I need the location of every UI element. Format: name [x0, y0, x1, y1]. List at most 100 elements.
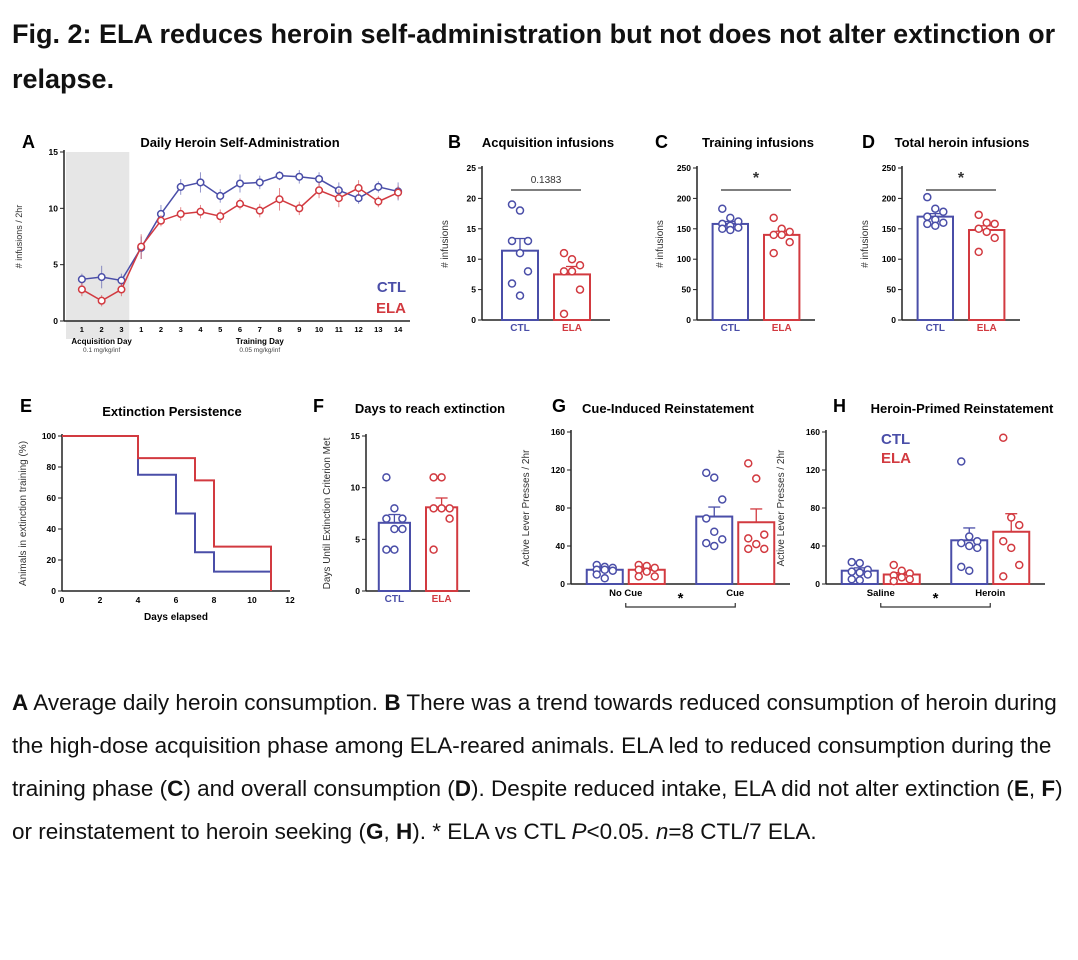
x-tick-label: CTL — [385, 594, 404, 605]
data-point — [760, 544, 769, 554]
panel-c: C Training infusions 0 50 100 150 200 250 # infu… — [655, 132, 815, 334]
caption-segment: =8 CTL/7 ELA. — [668, 818, 817, 844]
y-axis-label: # infusions — [440, 220, 451, 268]
y-tick-label: 0 — [686, 315, 691, 325]
x-tick-label: 2 — [159, 325, 163, 334]
data-point — [592, 570, 601, 579]
caption-segment: A — [12, 689, 29, 715]
y-tick-label: 80 — [556, 503, 566, 513]
y-tick-label: 10 — [351, 483, 361, 493]
data-point — [523, 236, 533, 246]
data-point — [718, 535, 727, 544]
panel-e: E Extinction Persistence020406080100Anima… — [18, 396, 295, 623]
panel-letter: B — [448, 132, 461, 152]
x-tick-label: 6 — [238, 325, 242, 334]
data-point — [923, 212, 932, 221]
y-axis-label: Active Lever Presses / 2hr — [521, 449, 532, 566]
y-tick-label: 120 — [806, 465, 820, 475]
data-point — [600, 574, 609, 583]
data-point — [437, 504, 446, 513]
y-tick-label: 100 — [882, 254, 896, 264]
caption-segment: <0.05. — [586, 818, 656, 844]
data-point — [931, 221, 940, 231]
data-point — [785, 237, 794, 247]
data-point — [176, 182, 185, 191]
data-point — [255, 178, 264, 187]
data-point — [726, 225, 735, 235]
data-point — [897, 573, 906, 582]
significance-label: 0.1383 — [531, 175, 562, 186]
x-tick-label: Cue — [726, 588, 744, 599]
data-point — [650, 572, 659, 581]
y-tick-label: 200 — [882, 193, 896, 203]
panel-b: B Acquisition infusions 0 5 10 15 20 25 # infusi… — [440, 132, 614, 334]
x-axis-label: Days elapsed — [144, 612, 208, 623]
data-point — [744, 544, 753, 554]
caption-segment: B — [384, 689, 401, 715]
data-point — [437, 473, 446, 482]
panel-letter: C — [655, 132, 668, 152]
legend-ctl: CTL — [377, 279, 406, 296]
legend-ela: ELA — [376, 300, 406, 317]
data-point — [429, 545, 438, 554]
x-tick-label: 12 — [354, 325, 362, 334]
x-tick-label: ELA — [562, 323, 582, 334]
data-point — [559, 248, 569, 258]
data-point — [718, 224, 727, 234]
data-point — [710, 541, 719, 551]
data-point — [374, 197, 383, 206]
data-point — [235, 179, 245, 188]
y-axis-label: # infusions — [860, 220, 871, 268]
caption-segment: There was a trend towards reduced consum… — [12, 689, 1057, 801]
y-tick-label: 120 — [551, 465, 565, 475]
x-tick-label: Heroin — [975, 588, 1005, 599]
data-point — [1007, 543, 1016, 553]
y-tick-label: 80 — [47, 462, 57, 472]
x-tick-label: 4 — [136, 595, 141, 605]
significance-label: * — [678, 590, 684, 607]
data-point — [559, 267, 569, 276]
data-point — [507, 279, 517, 288]
data-point — [382, 514, 391, 523]
bar-ela — [737, 521, 776, 585]
y-tick-label: 15 — [49, 147, 59, 157]
data-point — [760, 530, 769, 539]
data-point — [137, 242, 146, 251]
y-tick-label: 5 — [471, 285, 476, 295]
x-tick-label: 3 — [179, 325, 183, 334]
x-tick-label: No Cue — [609, 588, 642, 599]
y-tick-label: 160 — [806, 427, 820, 437]
bar-ela — [553, 273, 591, 321]
bar-ctl — [916, 215, 954, 321]
x-tick-label: 12 — [285, 595, 295, 605]
y-tick-label: 15 — [351, 431, 361, 441]
data-point — [429, 504, 438, 513]
data-point — [559, 309, 569, 319]
panel-title: Acquisition infusions — [482, 135, 614, 150]
caption-segment: C — [167, 775, 184, 801]
data-point — [785, 227, 794, 237]
data-point — [77, 275, 86, 284]
panel-title: Extinction Persistence — [102, 404, 241, 419]
panel-g: G Cue-Induced Reinstatement 0 40 80 120 160 Act… — [521, 396, 790, 608]
x-tick-label: 9 — [297, 325, 301, 334]
y-tick-label: 150 — [882, 224, 896, 234]
y-tick-label: 0 — [53, 316, 58, 326]
data-point — [507, 200, 517, 209]
y-tick-label: 250 — [882, 163, 896, 173]
data-point — [974, 210, 983, 220]
bar-ctl — [695, 515, 734, 585]
data-point — [847, 575, 856, 584]
y-tick-label: 100 — [42, 431, 56, 441]
caption-segment: n — [655, 818, 669, 844]
panel-title: Days to reach extinction — [355, 401, 505, 416]
panel-letter: D — [862, 132, 875, 152]
data-point — [1015, 560, 1024, 570]
data-point — [855, 558, 864, 568]
caption-segment: , — [383, 818, 396, 844]
data-point — [710, 527, 719, 536]
x-tick-label: CTL — [926, 323, 945, 334]
x-tick-label: 1 — [139, 325, 143, 334]
y-axis-label: Animals in extinction training (%) — [18, 441, 29, 586]
acquisition-shading — [66, 152, 130, 339]
